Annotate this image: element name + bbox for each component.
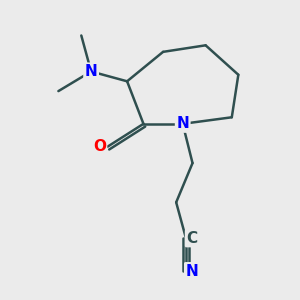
Text: N: N bbox=[185, 263, 198, 278]
Text: N: N bbox=[85, 64, 98, 79]
Text: C: C bbox=[186, 231, 197, 246]
Text: N: N bbox=[176, 116, 189, 131]
Text: O: O bbox=[93, 139, 106, 154]
